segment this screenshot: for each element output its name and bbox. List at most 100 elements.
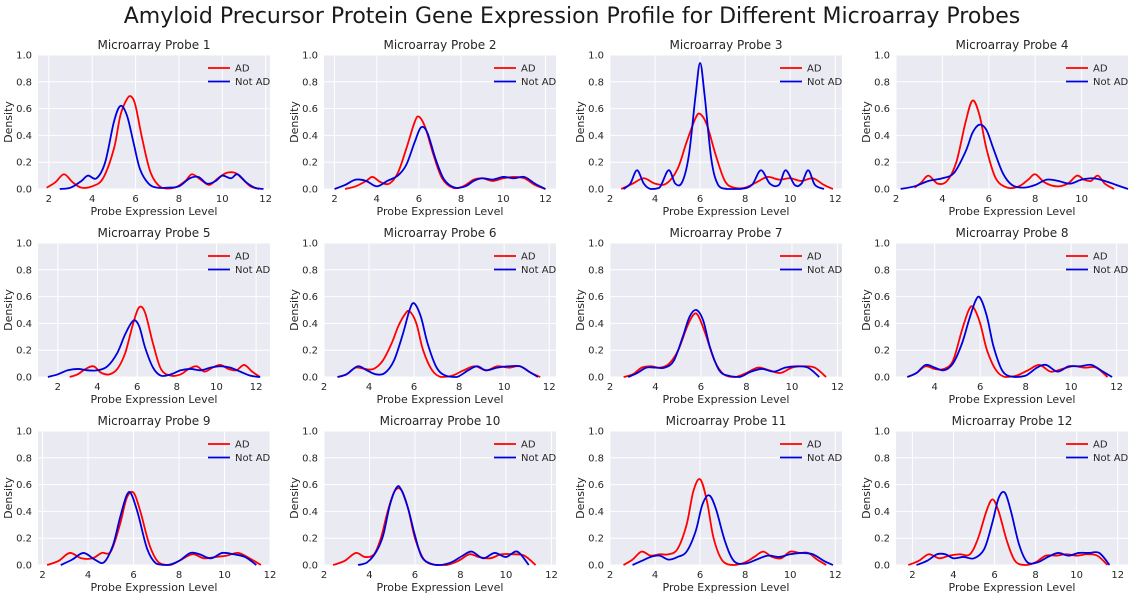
series-line-not-ad <box>334 125 546 190</box>
y-tick-label: 0.0 <box>302 561 318 572</box>
y-axis-label: Density <box>860 289 873 331</box>
x-tick-label: 8 <box>176 194 182 205</box>
x-tick-label: 8 <box>1032 194 1038 205</box>
series-line-ad <box>46 95 260 190</box>
legend-label: Not AD <box>235 453 271 464</box>
x-tick-label: 12 <box>543 382 556 393</box>
y-axis-label: Density <box>860 101 873 143</box>
y-tick-label: 0.6 <box>588 104 604 115</box>
series-line-not-ad <box>337 302 539 378</box>
y-tick-label: 0.4 <box>874 319 890 330</box>
subplot-probe-2: 0.0 0.2 0.4 0.6 0.8 1.0 2 4 6 8 10 12 Microarray Pro… <box>288 38 557 218</box>
plot-area <box>896 55 1128 189</box>
y-tick-label: 0.8 <box>874 453 890 464</box>
legend-label: Not AD <box>235 77 271 88</box>
x-tick-label: 4 <box>85 570 91 581</box>
x-tick-label: 4 <box>950 570 956 581</box>
subplot-probe-4: 0.0 0.2 0.4 0.6 0.8 1.0 2 4 6 8 10 Microarray Probe… <box>860 38 1129 218</box>
legend-label: Not AD <box>1093 77 1129 88</box>
y-axis-label: Density <box>2 101 15 143</box>
x-tick-label: 8 <box>1022 382 1028 393</box>
y-axis-label: Density <box>2 477 15 519</box>
series-line-not-ad <box>60 491 257 566</box>
legend: AD Not AD <box>208 252 271 276</box>
x-tick-label: 6 <box>697 194 703 205</box>
y-tick-label: 0.2 <box>302 346 318 357</box>
plot-area <box>896 243 1128 377</box>
subplot-title: Microarray Probe 2 <box>383 38 496 52</box>
legend-label: Not AD <box>1093 453 1129 464</box>
subplot-title: Microarray Probe 12 <box>952 414 1073 428</box>
y-tick-label: 0.4 <box>588 319 604 330</box>
subplot-probe-8: 0.0 0.2 0.4 0.6 0.8 1.0 4 6 8 10 12 Microarray Prob… <box>860 226 1129 406</box>
legend: AD Not AD <box>494 440 557 464</box>
y-tick-label: 0.0 <box>16 561 32 572</box>
y-tick-label: 0.0 <box>874 561 890 572</box>
legend: AD Not AD <box>1066 440 1129 464</box>
y-axis-label: Density <box>2 289 15 331</box>
y-axis-label: Density <box>574 477 587 519</box>
x-tick-label: 10 <box>786 382 799 393</box>
x-tick-label: 2 <box>607 382 613 393</box>
y-axis-label: Density <box>574 289 587 331</box>
x-tick-label: 4 <box>366 382 372 393</box>
y-tick-label: 0.2 <box>874 158 890 169</box>
y-tick-label: 1.0 <box>16 427 32 438</box>
y-tick-label: 1.0 <box>302 427 318 438</box>
x-tick-label: 2 <box>321 382 327 393</box>
x-tick-label: 10 <box>784 570 797 581</box>
y-tick-label: 0.8 <box>588 77 604 88</box>
x-tick-label: 6 <box>130 570 136 581</box>
x-tick-label: 4 <box>652 382 658 393</box>
y-axis-label: Density <box>288 101 301 143</box>
x-tick-label: 2 <box>607 570 613 581</box>
y-tick-label: 0.8 <box>874 265 890 276</box>
y-tick-label: 0.0 <box>302 373 318 384</box>
subplot-probe-9: 0.0 0.2 0.4 0.6 0.8 1.0 2 4 6 8 10 12 Microarray Pro… <box>2 414 276 594</box>
x-tick-label: 10 <box>210 382 223 393</box>
x-axis-label: Probe Expression Level <box>377 581 504 594</box>
x-axis-label: Probe Expression Level <box>91 581 218 594</box>
subplot-title: Microarray Probe 10 <box>380 414 501 428</box>
x-tick-label: 6 <box>697 570 703 581</box>
x-tick-label: 2 <box>331 194 337 205</box>
y-tick-label: 0.4 <box>302 131 318 142</box>
y-tick-label: 0.2 <box>588 534 604 545</box>
legend-label: AD <box>235 252 250 263</box>
subplot-title: Microarray Probe 4 <box>955 38 1068 52</box>
x-axis-label: Probe Expression Level <box>377 205 504 218</box>
legend-label: AD <box>521 64 536 75</box>
legend-label: AD <box>1093 252 1108 263</box>
plot-area <box>324 431 556 565</box>
series-line-not-ad <box>357 485 530 566</box>
x-tick-label: 10 <box>218 570 231 581</box>
subplot-title: Microarray Probe 9 <box>97 414 210 428</box>
x-tick-label: 12 <box>831 382 844 393</box>
subplot-title: Microarray Probe 7 <box>669 226 782 240</box>
y-tick-label: 0.6 <box>302 104 318 115</box>
y-tick-label: 0.8 <box>302 77 318 88</box>
y-tick-label: 0.8 <box>302 265 318 276</box>
y-tick-label: 0.8 <box>16 77 32 88</box>
y-tick-label: 0.6 <box>16 480 32 491</box>
y-tick-label: 1.0 <box>874 51 890 62</box>
x-tick-label: 2 <box>39 570 45 581</box>
y-tick-label: 1.0 <box>302 239 318 250</box>
x-tick-label: 10 <box>1070 570 1083 581</box>
legend: AD Not AD <box>780 440 843 464</box>
x-tick-label: 4 <box>366 570 372 581</box>
x-tick-label: 6 <box>412 570 418 581</box>
y-tick-label: 0.2 <box>16 534 32 545</box>
x-tick-label: 12 <box>545 570 558 581</box>
y-axis-label: Density <box>574 101 587 143</box>
subplot-probe-7: 0.0 0.2 0.4 0.6 0.8 1.0 2 4 6 8 10 12 Microarray Pro… <box>574 226 844 406</box>
y-tick-label: 0.0 <box>588 561 604 572</box>
plot-area <box>610 243 842 377</box>
plot-area <box>610 55 842 189</box>
y-tick-label: 1.0 <box>874 427 890 438</box>
x-tick-label: 8 <box>457 570 463 581</box>
x-axis-label: Probe Expression Level <box>663 393 790 406</box>
y-axis-label: Density <box>288 289 301 331</box>
